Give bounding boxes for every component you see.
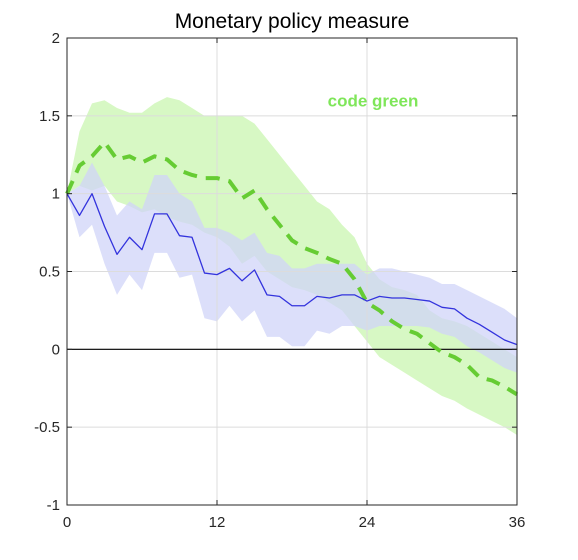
series-line-0	[65, 140, 519, 397]
axes	[66, 37, 518, 506]
confidence-bands	[67, 97, 517, 435]
y-tick-label: -1	[47, 497, 60, 514]
y-tick-label: 2	[52, 30, 60, 47]
series-lines	[65, 140, 519, 397]
annotations: code green	[328, 91, 419, 110]
x-tick-label: 0	[63, 514, 71, 531]
y-tick-label: 1	[52, 186, 60, 203]
y-tick-label: 0	[52, 341, 60, 358]
x-tick-label: 36	[509, 514, 526, 531]
chart-title: Monetary policy measure	[175, 10, 410, 33]
x-tick-label: 24	[359, 514, 376, 531]
annotation-label: code green	[328, 91, 419, 110]
confidence-band-series-0	[67, 97, 517, 435]
y-tick-label: 1.5	[39, 108, 60, 125]
y-tick-label: 0.5	[39, 264, 60, 281]
grid-lines	[67, 38, 517, 505]
tick-labels: 0 12 24 36 2 1.5 1 0.5 0 -0.5 -1	[34, 30, 525, 531]
confidence-band-series-1	[67, 162, 517, 373]
y-tick-label: -0.5	[34, 419, 60, 436]
x-tick-label: 12	[209, 514, 226, 531]
series-line-1	[66, 193, 518, 346]
